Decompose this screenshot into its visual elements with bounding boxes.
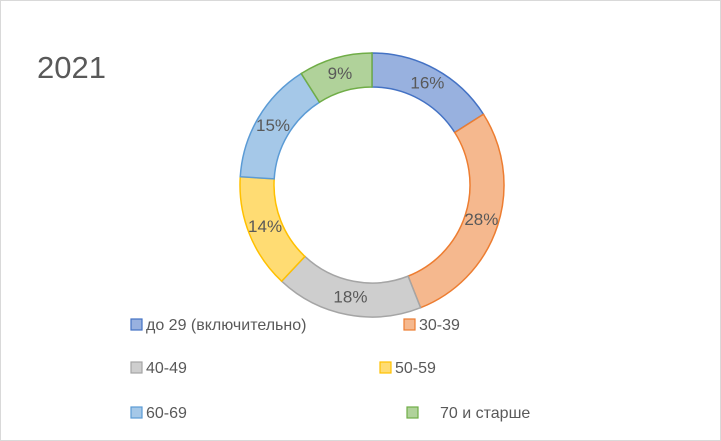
legend-label: 30-39 [419,317,460,334]
legend-swatch [130,361,143,374]
legend-swatch [379,361,392,374]
data-label: 14% [248,217,282,236]
legend-label: до 29 (включительно) [146,317,306,334]
legend-label: 50-59 [395,360,436,377]
legend-swatch [406,406,419,419]
data-label: 16% [410,74,444,93]
legend-swatch [130,318,143,331]
donut-segment [300,52,373,104]
legend-label: 40-49 [146,360,187,377]
legend-label: 60-69 [146,405,187,422]
legend-swatch [403,318,416,331]
data-label: 15% [256,116,290,135]
data-label: 9% [328,64,353,83]
legend-swatch [130,406,143,419]
legend-label: 70 и старше [440,405,530,422]
data-label: 18% [333,287,367,306]
chart-title: 2021 [37,50,106,85]
data-label: 28% [464,210,498,229]
